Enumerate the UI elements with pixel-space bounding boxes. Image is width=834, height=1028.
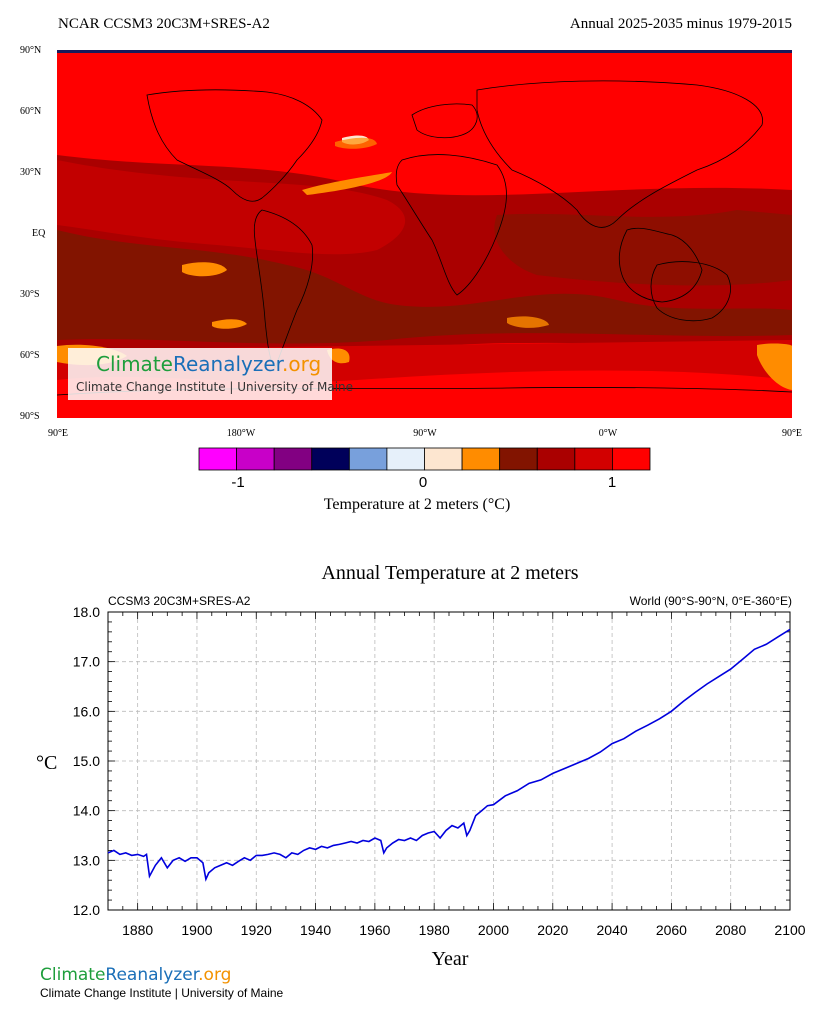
x-tick-label: 2040 (597, 922, 628, 938)
footer-reanalyzer: Reanalyzer (105, 965, 199, 985)
lat-label-90n: 90°N (20, 45, 42, 56)
plot-frame (107, 611, 791, 911)
colorbar-cell (536, 447, 576, 471)
lon-label-90w: 90°W (413, 428, 437, 439)
colorbar-cell (386, 447, 425, 471)
y-tick-label: 17.0 (73, 654, 100, 670)
anomaly-patch-labrador-edge (335, 137, 377, 149)
colorbar-cell (273, 447, 313, 471)
y-tick-label: 14.0 (73, 803, 100, 819)
timeseries-title: Annual Temperature at 2 meters (321, 562, 579, 584)
wm-climate: Climate (96, 352, 173, 376)
lon-label-90e-right: 90°E (781, 428, 803, 439)
y-tick-label: 13.0 (73, 852, 100, 868)
lon-label-0w: 0°W (598, 428, 618, 439)
lon-label-180w: 180°W (226, 428, 256, 439)
lon-label-90e-left: 90°E (47, 428, 69, 439)
colorbar (198, 447, 651, 471)
anomaly-patch-south-atlantic (507, 316, 549, 328)
x-tick-label: 1920 (241, 922, 272, 938)
x-tick-label: 1960 (359, 922, 390, 938)
footer-climate: Climate (40, 965, 106, 985)
wm-reanalyzer: Reanalyzer (172, 352, 283, 376)
indonesia-outline (618, 227, 703, 303)
colorbar-cell (574, 447, 613, 471)
x-axis-label: Year (431, 948, 469, 970)
anomaly-patch-south-pacific-2 (212, 319, 247, 329)
timeseries-subtitle-right: World (90°S-90°N, 0°E-360°E) (629, 594, 792, 608)
colorbar-cell (612, 447, 651, 471)
timeseries-chart: 1880 1900 1920 1940 1960 1980 2000 2020 2040 2060… (73, 604, 806, 938)
lat-label-60n: 60°N (20, 106, 42, 117)
map-title-left: NCAR CCSM3 20C3M+SRES-A2 (58, 16, 270, 32)
x-tick-label: 2060 (656, 922, 687, 938)
lat-label-eq: EQ (32, 228, 46, 239)
colorbar-cell (348, 447, 388, 471)
x-tick-label: 2000 (478, 922, 509, 938)
map-watermark: ClimateReanalyzer.org Climate Change Ins… (68, 348, 353, 400)
anomaly-band-darkest (57, 230, 792, 344)
y-tick-label: 16.0 (73, 703, 100, 719)
y-tick-label: 15.0 (73, 753, 100, 769)
x-tick-label: 2100 (774, 922, 805, 938)
anomaly-patch-south-pacific (182, 262, 227, 277)
x-tick-label: 1880 (122, 922, 153, 938)
lat-label-30s: 30°S (20, 289, 40, 300)
australia-outline (650, 261, 731, 322)
map-top-edge (57, 50, 792, 53)
footer-org: .org (198, 965, 232, 985)
anomaly-patch-atlantic (302, 172, 392, 195)
colorbar-tick-1: 1 (607, 474, 617, 491)
wm-org: .org (282, 352, 322, 376)
y-axis-label: °C (36, 752, 58, 774)
colorbar-cell (198, 447, 237, 471)
y-tick-label: 12.0 (73, 902, 100, 918)
colorbar-label: Temperature at 2 meters (°C) (323, 496, 511, 513)
anomaly-patch-southern-mid (327, 348, 350, 364)
footer-subtitle: Climate Change Institute | University of… (40, 986, 284, 1000)
footer-logo: ClimateReanalyzer.org (40, 965, 231, 985)
x-tick-label: 2020 (537, 922, 568, 938)
colorbar-cell (461, 447, 501, 471)
map-watermark-title: ClimateReanalyzer.org (96, 352, 321, 376)
lat-label-60s: 60°S (20, 350, 40, 361)
timeseries-subtitle-left: CCSM3 20C3M+SRES-A2 (108, 594, 251, 608)
lat-label-90s: 90°S (20, 411, 40, 422)
africa-outline (395, 154, 507, 296)
map-title-right: Annual 2025-2035 minus 1979-2015 (569, 16, 792, 32)
colorbar-cell (236, 447, 275, 471)
asia-outline (476, 80, 763, 228)
colorbar-tick-0: 0 (418, 474, 428, 491)
map-watermark-subtitle: Climate Change Institute | University of… (76, 380, 354, 394)
anomaly-patch-pacific (57, 160, 406, 255)
x-tick-label: 1900 (181, 922, 212, 938)
colorbar-cell (311, 447, 350, 471)
anomaly-patch-southern-east (757, 343, 792, 390)
colorbar-cell (424, 447, 463, 471)
x-tick-label: 1940 (300, 922, 331, 938)
series-line (107, 628, 791, 882)
anomaly-patch-indian (494, 210, 792, 286)
colorbar-tick-neg1: -1 (231, 474, 245, 491)
colorbar-cell (499, 447, 538, 471)
north-america-outline (146, 89, 323, 202)
x-tick-label: 1980 (419, 922, 450, 938)
europe-outline (411, 103, 478, 139)
y-tick-label: 18.0 (73, 604, 100, 620)
x-tick-label: 2080 (715, 922, 746, 938)
lat-label-30n: 30°N (20, 167, 42, 178)
